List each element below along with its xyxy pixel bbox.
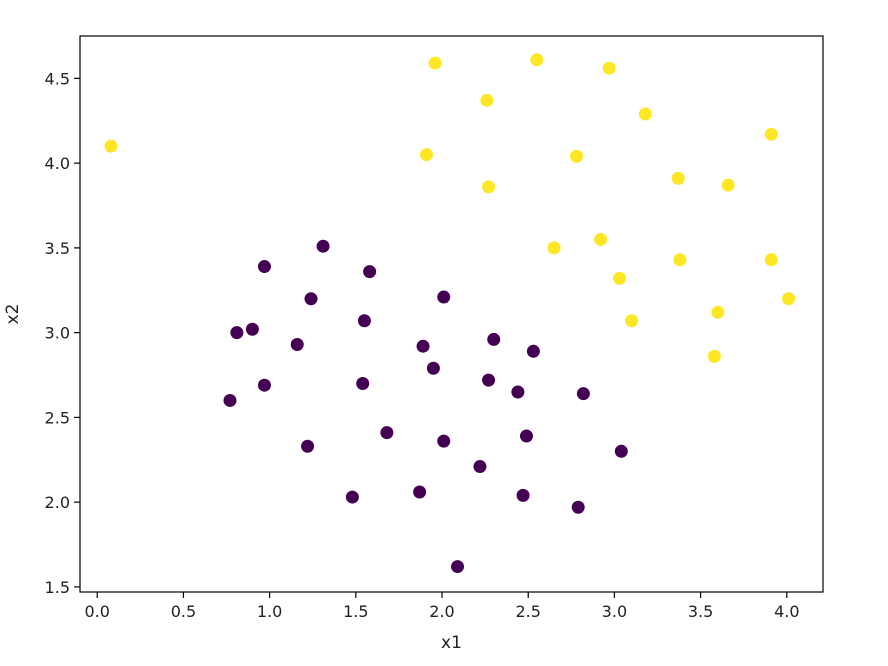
x-tick-label: 3.5 bbox=[688, 602, 713, 621]
points-layer bbox=[104, 53, 796, 574]
y-axis-ticks: 1.5 2.0 2.5 3.0 3.5 4.0 4.5 bbox=[45, 69, 80, 597]
scatter-point bbox=[420, 148, 434, 162]
scatter-point bbox=[416, 339, 430, 353]
scatter-point bbox=[290, 338, 304, 352]
plot-area-frame bbox=[79, 35, 824, 593]
scatter-point bbox=[487, 332, 501, 346]
x-axis-label: x1 bbox=[441, 633, 462, 653]
scatter-point bbox=[230, 326, 244, 340]
scatter-point bbox=[516, 488, 530, 502]
scatter-point bbox=[304, 292, 318, 306]
scatter-point bbox=[638, 107, 652, 121]
scatter-point bbox=[257, 378, 271, 392]
y-tick-label: 4.5 bbox=[45, 69, 70, 88]
scatter-point bbox=[437, 290, 451, 304]
y-tick-label: 2.0 bbox=[45, 493, 70, 512]
x-tick-label: 3.0 bbox=[602, 602, 627, 621]
scatter-point bbox=[671, 171, 685, 185]
scatter-point bbox=[571, 500, 585, 514]
scatter-point bbox=[357, 314, 371, 328]
scatter-point bbox=[569, 149, 583, 163]
scatter-point bbox=[473, 460, 487, 474]
scatter-point bbox=[547, 241, 561, 255]
scatter-point bbox=[356, 377, 370, 390]
y-tick-label: 3.5 bbox=[45, 239, 70, 258]
y-tick-label: 4.0 bbox=[45, 154, 70, 173]
scatter-point bbox=[673, 253, 687, 267]
scatter-point bbox=[613, 271, 627, 285]
scatter-point bbox=[482, 373, 496, 387]
scatter-point bbox=[257, 260, 271, 274]
scatter-point bbox=[413, 485, 427, 499]
scatter-point bbox=[530, 53, 544, 67]
scatter-point bbox=[380, 426, 394, 440]
scatter-point bbox=[764, 127, 778, 141]
scatter-point bbox=[301, 439, 315, 453]
scatter-point bbox=[223, 393, 237, 407]
x-tick-label: 2.0 bbox=[429, 602, 454, 621]
y-tick-label: 2.5 bbox=[45, 408, 70, 427]
y-tick-label: 1.5 bbox=[45, 578, 70, 597]
scatter-point bbox=[245, 322, 259, 336]
scatter-point bbox=[426, 361, 440, 375]
scatter-point bbox=[782, 292, 796, 306]
scatter-point bbox=[104, 139, 118, 153]
x-tick-label: 0.0 bbox=[85, 602, 110, 621]
scatter-point bbox=[451, 560, 465, 574]
y-tick-label: 3.0 bbox=[45, 324, 70, 343]
scatter-point bbox=[711, 305, 725, 319]
scatter-point bbox=[602, 61, 616, 75]
scatter-point bbox=[428, 56, 442, 70]
x-tick-label: 4.0 bbox=[774, 602, 799, 621]
scatter-point bbox=[363, 265, 377, 279]
x-axis-ticks: 0.0 0.5 1.0 1.5 2.0 2.5 3.0 3.5 4.0 bbox=[85, 592, 800, 621]
scatter-point bbox=[511, 385, 525, 399]
scatter-point bbox=[721, 178, 735, 192]
x-tick-label: 2.5 bbox=[515, 602, 540, 621]
scatter-point bbox=[316, 239, 330, 253]
x-tick-label: 1.0 bbox=[257, 602, 282, 621]
scatter-point bbox=[614, 444, 628, 458]
scatter-point bbox=[526, 344, 540, 358]
scatter-point bbox=[437, 434, 451, 448]
scatter-point bbox=[480, 93, 494, 107]
scatter-point bbox=[345, 490, 359, 504]
scatter-point bbox=[764, 253, 778, 267]
scatter-point bbox=[576, 387, 590, 401]
scatter-point bbox=[482, 180, 496, 194]
x-tick-label: 1.5 bbox=[343, 602, 368, 621]
y-axis-label: x2 bbox=[3, 304, 23, 325]
scatter-point bbox=[707, 349, 721, 363]
scatter-point bbox=[519, 429, 533, 443]
scatter-point bbox=[594, 232, 608, 246]
scatter-point bbox=[625, 314, 639, 328]
x-tick-label: 0.5 bbox=[171, 602, 196, 621]
